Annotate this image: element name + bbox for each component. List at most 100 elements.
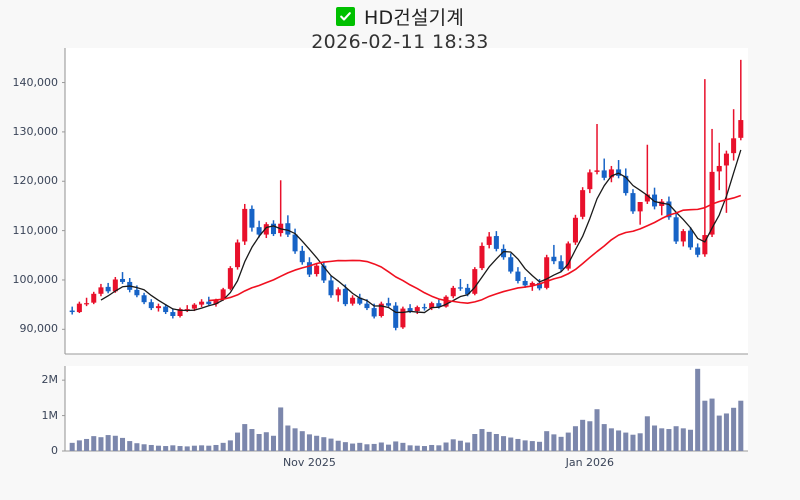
volume-bar (436, 445, 442, 451)
volume-bars (69, 368, 744, 452)
candle-body (429, 303, 435, 309)
candle-body (227, 268, 233, 289)
volume-bar (695, 368, 701, 451)
volume-bar (191, 445, 197, 451)
candle-body (472, 269, 478, 294)
candle-body (249, 208, 255, 228)
candle-body (134, 289, 140, 296)
volume-bar (687, 429, 693, 451)
candle-body (148, 302, 154, 309)
candle-body (587, 172, 593, 190)
volume-bar (314, 435, 320, 451)
candle-body (501, 248, 507, 258)
price-tick-label: 130,000 (12, 124, 59, 138)
timestamp-label: 2026-02-11 18:33 (311, 31, 489, 53)
volume-bar (170, 445, 176, 451)
volume-bar (731, 407, 737, 451)
candle-body (414, 307, 420, 312)
volume-bar (393, 441, 399, 451)
candle-body (263, 224, 269, 235)
volume-bar (608, 428, 614, 451)
volume-bar (256, 434, 262, 451)
volume-bar (342, 442, 348, 451)
candle-body (163, 306, 169, 313)
candle-body (292, 234, 298, 252)
candle-body (644, 194, 650, 202)
candle-body (321, 265, 327, 281)
volume-bar (184, 446, 190, 451)
price-tick-label: 110,000 (12, 223, 59, 237)
candle-body (623, 175, 629, 194)
volume-bar (558, 436, 564, 451)
volume-bar (227, 440, 233, 452)
candle-body (680, 231, 686, 242)
volume-bar (421, 446, 427, 451)
price-tick-label: 120,000 (12, 174, 59, 188)
candle-body (493, 236, 499, 249)
candle-body (716, 165, 722, 172)
candle-body (544, 257, 550, 288)
volume-bar (278, 407, 284, 451)
volume-bar (364, 444, 370, 451)
volume-bar (270, 435, 277, 451)
volume-bar (508, 437, 514, 451)
volume-bar (501, 436, 507, 452)
volume-bar (594, 409, 600, 451)
title-row: HD건설기계 (0, 0, 800, 30)
volume-bar (177, 446, 183, 451)
volume-bar (213, 444, 219, 451)
candle-body (170, 312, 176, 316)
volume-bar (199, 445, 205, 451)
candle-body (342, 288, 348, 305)
volume-bar (249, 429, 255, 451)
volume-bar (630, 434, 636, 451)
candle-body (666, 201, 672, 218)
candle-body (558, 261, 564, 270)
candle-body (652, 194, 658, 207)
time-tick-label: Jan 2026 (565, 456, 615, 469)
candle-body (594, 170, 600, 172)
volume-bar (242, 424, 248, 451)
volume-bar (637, 433, 643, 451)
volume-bar (91, 436, 97, 452)
volume-bar (386, 444, 392, 452)
volume-bar (105, 435, 111, 451)
volume-bar (263, 432, 269, 451)
volume-bar (652, 425, 658, 451)
candle-body (155, 306, 161, 309)
volume-bar (659, 428, 665, 451)
ma-long-line (208, 194, 742, 304)
candle-body (206, 301, 212, 305)
volume-bar (644, 416, 650, 451)
volume-bar (414, 445, 420, 451)
candle-body (400, 308, 406, 328)
volume-bar (522, 440, 528, 452)
candle-body (386, 303, 392, 306)
volume-bar (486, 431, 492, 452)
candle-body (709, 171, 715, 235)
ma-short-line (100, 149, 742, 314)
candle-body (76, 303, 82, 313)
candle-body (443, 296, 449, 307)
candle-body (393, 305, 399, 328)
candle-body (673, 217, 679, 242)
candle-body (105, 286, 111, 292)
volume-bar (529, 441, 535, 451)
volume-bar (616, 430, 622, 451)
candle-body (357, 297, 363, 304)
candle-body (120, 278, 126, 282)
candle-body (479, 245, 485, 269)
candle-body (572, 217, 578, 243)
volume-bar (716, 415, 722, 451)
candle-body (637, 201, 643, 212)
candle-body (141, 295, 147, 303)
volume-bar (127, 441, 133, 451)
candle-body (199, 301, 205, 305)
candle-body (242, 208, 248, 242)
candle-body (565, 243, 571, 269)
volume-bar (134, 443, 140, 451)
volume-bar (493, 434, 499, 451)
volume-bar (515, 438, 521, 451)
volume-bar (702, 400, 708, 451)
